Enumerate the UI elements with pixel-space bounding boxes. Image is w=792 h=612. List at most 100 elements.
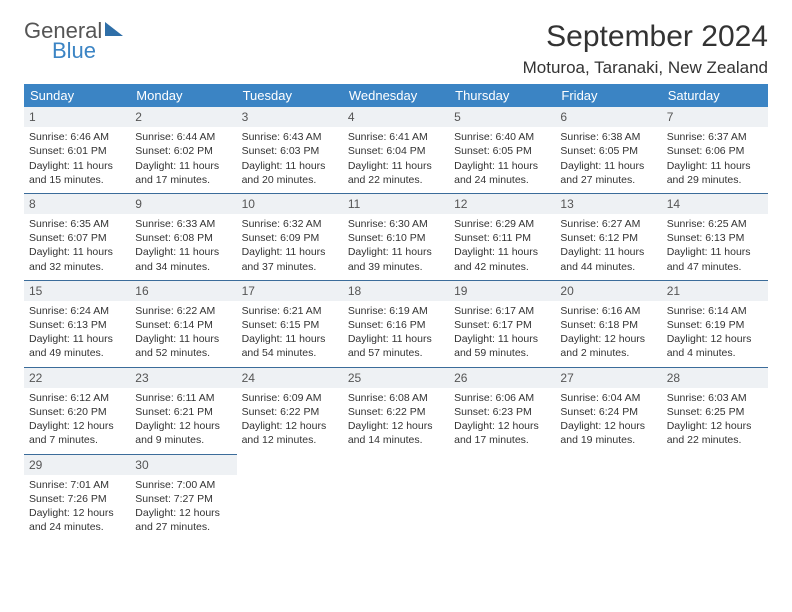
calendar-cell [662,454,768,540]
calendar-cell: 17Sunrise: 6:21 AMSunset: 6:15 PMDayligh… [237,280,343,367]
daylight-line-1: Daylight: 12 hours [29,419,125,433]
day-number: 26 [449,368,555,388]
sunset-line: Sunset: 6:23 PM [454,405,550,419]
daylight-line-1: Daylight: 11 hours [29,159,125,173]
title-block: September 2024 Moturoa, Taranaki, New Ze… [523,20,768,78]
location-label: Moturoa, Taranaki, New Zealand [523,58,768,78]
daylight-line-1: Daylight: 12 hours [454,419,550,433]
sunset-line: Sunset: 6:13 PM [667,231,763,245]
daylight-line-1: Daylight: 11 hours [454,245,550,259]
header: General Blue September 2024 Moturoa, Tar… [24,20,768,78]
day-number: 20 [555,281,661,301]
calendar-cell: 1Sunrise: 6:46 AMSunset: 6:01 PMDaylight… [24,107,130,193]
day-number: 14 [662,194,768,214]
sunset-line: Sunset: 6:02 PM [135,144,231,158]
sunrise-line: Sunrise: 6:14 AM [667,304,763,318]
daylight-line-2: and 57 minutes. [348,346,444,360]
sunset-line: Sunset: 6:21 PM [135,405,231,419]
calendar-body: 1Sunrise: 6:46 AMSunset: 6:01 PMDaylight… [24,107,768,540]
calendar-cell [555,454,661,540]
daylight-line-2: and 54 minutes. [242,346,338,360]
calendar-cell: 7Sunrise: 6:37 AMSunset: 6:06 PMDaylight… [662,107,768,193]
sunset-line: Sunset: 6:17 PM [454,318,550,332]
calendar-cell: 11Sunrise: 6:30 AMSunset: 6:10 PMDayligh… [343,193,449,280]
day-number: 25 [343,368,449,388]
calendar-row: 15Sunrise: 6:24 AMSunset: 6:13 PMDayligh… [24,280,768,367]
sunrise-line: Sunrise: 6:21 AM [242,304,338,318]
daylight-line-2: and 14 minutes. [348,433,444,447]
calendar-cell: 30Sunrise: 7:00 AMSunset: 7:27 PMDayligh… [130,454,236,540]
sunset-line: Sunset: 6:03 PM [242,144,338,158]
sunset-line: Sunset: 6:07 PM [29,231,125,245]
day-number: 3 [237,107,343,127]
weekday-saturday: Saturday [662,84,768,107]
day-number: 9 [130,194,236,214]
daylight-line-1: Daylight: 11 hours [348,332,444,346]
calendar-cell: 18Sunrise: 6:19 AMSunset: 6:16 PMDayligh… [343,280,449,367]
daylight-line-2: and 29 minutes. [667,173,763,187]
sunset-line: Sunset: 6:12 PM [560,231,656,245]
sunset-line: Sunset: 6:05 PM [454,144,550,158]
daylight-line-2: and 59 minutes. [454,346,550,360]
sunrise-line: Sunrise: 7:00 AM [135,478,231,492]
daylight-line-1: Daylight: 11 hours [29,332,125,346]
daylight-line-1: Daylight: 11 hours [135,332,231,346]
daylight-line-2: and 32 minutes. [29,260,125,274]
sunrise-line: Sunrise: 6:40 AM [454,130,550,144]
calendar-cell: 24Sunrise: 6:09 AMSunset: 6:22 PMDayligh… [237,367,343,454]
sunset-line: Sunset: 6:20 PM [29,405,125,419]
weekday-header-row: Sunday Monday Tuesday Wednesday Thursday… [24,84,768,107]
calendar-cell [343,454,449,540]
day-number: 29 [24,455,130,475]
sunrise-line: Sunrise: 6:46 AM [29,130,125,144]
sunset-line: Sunset: 6:24 PM [560,405,656,419]
daylight-line-1: Daylight: 11 hours [29,245,125,259]
daylight-line-1: Daylight: 12 hours [667,332,763,346]
calendar-cell: 4 Sunrise: 6:41 AMSunset: 6:04 PMDaylight… [343,107,449,193]
calendar-cell: 10Sunrise: 6:32 AMSunset: 6:09 PMDayligh… [237,193,343,280]
sunrise-line: Sunrise: 6:33 AM [135,217,231,231]
sunset-line: Sunset: 6:14 PM [135,318,231,332]
day-number: 1 [24,107,130,127]
daylight-line-1: Daylight: 12 hours [348,419,444,433]
daylight-line-1: Daylight: 12 hours [242,419,338,433]
sunrise-line: Sunrise: 6:11 AM [135,391,231,405]
calendar-cell: 21Sunrise: 6:14 AMSunset: 6:19 PMDayligh… [662,280,768,367]
sunrise-line: Sunrise: 6:29 AM [454,217,550,231]
sunset-line: Sunset: 6:15 PM [242,318,338,332]
daylight-line-2: and 24 minutes. [454,173,550,187]
sunrise-line: Sunrise: 6:43 AM [242,130,338,144]
day-number: 4 [343,107,449,127]
sunrise-line: Sunrise: 6:04 AM [560,391,656,405]
daylight-line-1: Daylight: 12 hours [135,506,231,520]
daylight-line-2: and 24 minutes. [29,520,125,534]
sunset-line: Sunset: 7:26 PM [29,492,125,506]
brand-text: General Blue [24,20,123,62]
day-number: 23 [130,368,236,388]
calendar-cell: 12Sunrise: 6:29 AMSunset: 6:11 PMDayligh… [449,193,555,280]
daylight-line-1: Daylight: 11 hours [560,159,656,173]
daylight-line-2: and 15 minutes. [29,173,125,187]
daylight-line-2: and 49 minutes. [29,346,125,360]
daylight-line-2: and 12 minutes. [242,433,338,447]
daylight-line-2: and 9 minutes. [135,433,231,447]
sunset-line: Sunset: 6:25 PM [667,405,763,419]
calendar-cell: 15Sunrise: 6:24 AMSunset: 6:13 PMDayligh… [24,280,130,367]
daylight-line-2: and 47 minutes. [667,260,763,274]
sunrise-line: Sunrise: 7:01 AM [29,478,125,492]
daylight-line-1: Daylight: 11 hours [454,332,550,346]
daylight-line-1: Daylight: 11 hours [348,245,444,259]
sunrise-line: Sunrise: 6:38 AM [560,130,656,144]
sunrise-line: Sunrise: 6:41 AM [348,130,444,144]
sunset-line: Sunset: 6:04 PM [348,144,444,158]
sunset-line: Sunset: 6:18 PM [560,318,656,332]
day-number: 28 [662,368,768,388]
daylight-line-1: Daylight: 11 hours [348,159,444,173]
day-number: 16 [130,281,236,301]
sunset-line: Sunset: 6:22 PM [242,405,338,419]
daylight-line-2: and 37 minutes. [242,260,338,274]
brand-triangle-icon [105,22,123,36]
sunrise-line: Sunrise: 6:44 AM [135,130,231,144]
sunrise-line: Sunrise: 6:08 AM [348,391,444,405]
calendar-cell: 19Sunrise: 6:17 AMSunset: 6:17 PMDayligh… [449,280,555,367]
